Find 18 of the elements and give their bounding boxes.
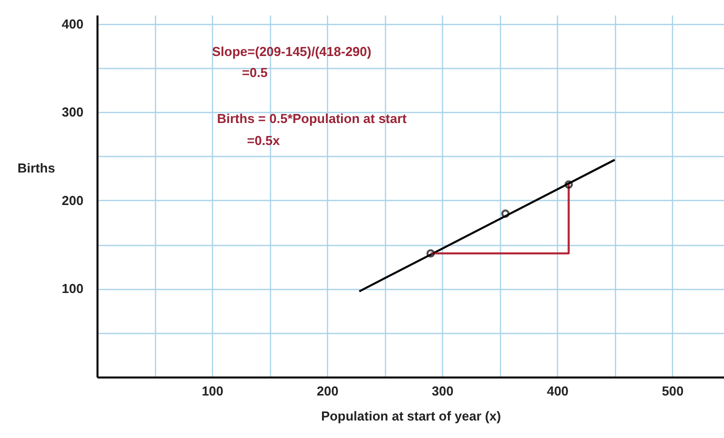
- y-axis-title: Births: [18, 160, 56, 176]
- x-tick-label: 400: [546, 384, 569, 398]
- y-tick-label: 300: [62, 104, 84, 120]
- x-tick-label: 500: [662, 384, 684, 398]
- point: [501, 210, 510, 218]
- y-tick-label: 200: [62, 192, 84, 208]
- annotation: =0.5: [242, 65, 268, 80]
- y-tick-label: 100: [62, 281, 84, 296]
- point: [564, 180, 573, 189]
- x-tick-label: 200: [316, 384, 338, 398]
- annotation: Slope=(209-145)/(418-290): [212, 44, 372, 59]
- point: [426, 249, 435, 258]
- annotation: Births = 0.5*Population at start: [217, 111, 408, 126]
- y-tick-label: 400: [62, 16, 84, 32]
- x-axis-title: Population at start of year (x): [321, 408, 501, 424]
- x-tick-label: 300: [432, 384, 454, 398]
- annotation: =0.5x: [247, 133, 281, 148]
- x-tick-label: 100: [202, 384, 224, 398]
